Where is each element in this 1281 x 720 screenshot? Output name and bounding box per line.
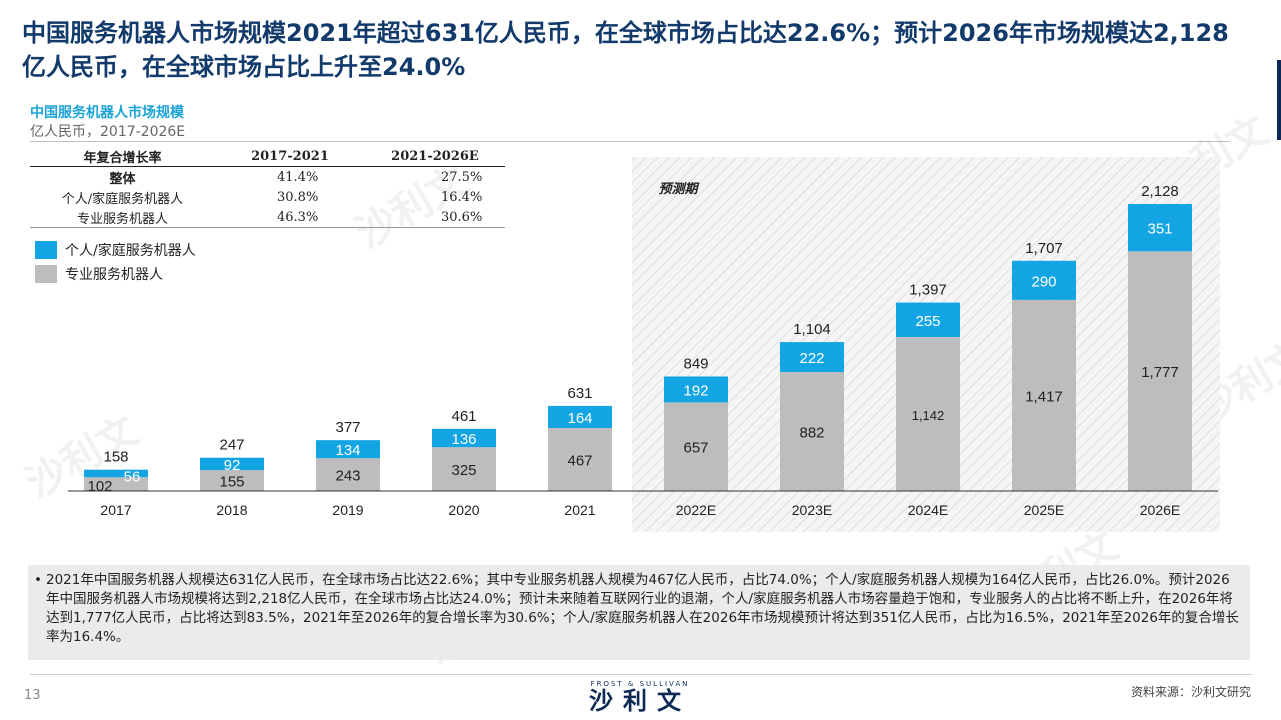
data-label-personal: 136 (451, 431, 476, 448)
data-label-total: 1,104 (793, 321, 831, 338)
data-label-total: 849 (683, 355, 708, 372)
data-label-total: 1,397 (909, 282, 947, 299)
data-label-personal: 255 (915, 313, 940, 330)
cagr-header-period2: 2021-2026E (365, 146, 505, 167)
data-label-professional: 467 (567, 453, 592, 470)
legend-swatch-personal (35, 241, 57, 259)
data-label-personal: 290 (1031, 273, 1056, 290)
cagr-value: 46.3% (215, 207, 365, 228)
bar-personal (548, 405, 612, 429)
bar-personal (896, 302, 960, 337)
notes-box: • 2021年中国服务机器人规模达631亿人民币，在全球市场占比达22.6%；其… (28, 565, 1250, 660)
bar-professional (432, 447, 496, 491)
data-label-personal: 56 (124, 469, 141, 486)
bar-personal (200, 457, 264, 471)
data-label-personal: 164 (567, 410, 592, 427)
data-label-personal: 192 (683, 382, 708, 399)
data-label-total: 461 (451, 408, 476, 425)
bar-personal (432, 428, 496, 448)
legend-item-personal: 个人/家庭服务机器人 (35, 240, 196, 260)
data-label-total: 631 (567, 385, 592, 402)
bar-professional (316, 458, 380, 491)
cagr-header-row: 年复合增长率 2017-2021 2021-2026E (30, 146, 505, 167)
x-tick-label: 2022E (676, 502, 716, 518)
bar-personal (1012, 260, 1076, 300)
data-label-professional: 1,142 (912, 408, 945, 423)
cagr-row-label: 个人/家庭服务机器人 (61, 191, 184, 207)
bar-professional (84, 477, 148, 491)
bar-professional (200, 470, 264, 491)
cagr-row-professional: 专业服务机器人 46.3% 30.6% (30, 207, 505, 228)
cagr-value: 27.5% (441, 169, 483, 185)
data-label-professional: 243 (335, 468, 360, 485)
x-tick-label: 2025E (1024, 502, 1064, 518)
cagr-value: 16.4% (441, 189, 483, 205)
cagr-row-personal: 个人/家庭服务机器人 30.8% 16.4% (30, 187, 505, 207)
legend-label-personal: 个人/家庭服务机器人 (65, 243, 196, 259)
data-label-total: 1,707 (1025, 240, 1063, 257)
data-label-professional: 155 (219, 474, 244, 491)
notes-text: 2021年中国服务机器人规模达631亿人民币，在全球市场占比达22.6%；其中专… (46, 572, 1239, 645)
data-label-professional: 102 (87, 478, 112, 495)
data-label-professional: 1,417 (1025, 388, 1063, 405)
data-label-personal: 92 (224, 457, 241, 474)
bar-professional (896, 336, 960, 491)
bar-professional (664, 402, 728, 491)
cagr-header-period1: 2017-2021 (215, 146, 365, 167)
legend-swatch-professional (35, 265, 57, 283)
data-label-total: 247 (219, 437, 244, 454)
x-tick-label: 2017 (100, 502, 131, 518)
x-tick-label: 2018 (216, 502, 247, 518)
page-title: 中国服务机器人市场规模2021年超过631亿人民币，在全球市场占比达22.6%；… (22, 19, 1229, 81)
cagr-value: 41.4% (277, 169, 319, 185)
bar-professional (780, 372, 844, 491)
cagr-row-overall: 整体 41.4% 27.5% (30, 167, 505, 188)
source-note: 资料来源：沙利文研究 (1130, 685, 1251, 699)
data-label-personal: 351 (1147, 221, 1172, 238)
x-tick-label: 2023E (792, 502, 832, 518)
data-label-total: 2,128 (1141, 183, 1179, 200)
data-label-professional: 325 (451, 462, 476, 479)
x-tick-label: 2021 (564, 502, 595, 518)
bullet-icon: • (34, 572, 42, 588)
data-label-professional: 882 (799, 425, 824, 442)
data-label-professional: 657 (683, 440, 708, 457)
chart-subtitle: 中国服务机器人市场规模 (30, 105, 184, 121)
bar-professional (1128, 251, 1192, 491)
data-label-professional: 1,777 (1141, 364, 1179, 381)
brand-en: FROST & SULLIVAN (590, 680, 690, 688)
data-label-personal: 222 (799, 350, 824, 367)
data-label-total: 158 (103, 449, 128, 466)
bar-professional (1012, 299, 1076, 491)
data-label-personal: 134 (335, 442, 360, 459)
x-tick-label: 2026E (1140, 502, 1180, 518)
legend-item-professional: 专业服务机器人 (35, 264, 163, 284)
brand-logo: FROST & SULLIVAN 沙利文 (560, 680, 720, 714)
data-label-total: 377 (335, 419, 360, 436)
bar-personal (780, 342, 844, 373)
cagr-value: 30.8% (277, 189, 319, 205)
subtitle-divider (30, 141, 1230, 142)
forecast-label: 预测期 (658, 181, 699, 196)
bar-personal (84, 469, 148, 478)
footer-divider (30, 674, 1252, 675)
bar-personal (1128, 204, 1192, 252)
cagr-row-label: 专业服务机器人 (30, 207, 215, 228)
x-tick-label: 2020 (448, 502, 479, 518)
cagr-table: 年复合增长率 2017-2021 2021-2026E 整体 41.4% 27.… (30, 146, 505, 228)
x-tick-label: 2024E (908, 502, 948, 518)
cagr-value: 30.6% (365, 207, 505, 228)
bar-professional (548, 428, 612, 491)
cagr-row-label: 整体 (109, 171, 136, 187)
cagr-header-label: 年复合增长率 (30, 146, 215, 167)
page-number: 13 (24, 688, 41, 703)
bar-personal (316, 440, 380, 459)
x-tick-label: 2019 (332, 502, 363, 518)
legend-label-professional: 专业服务机器人 (65, 267, 163, 283)
chart-unit: 亿人民币，2017-2026E (30, 124, 186, 140)
bar-personal (664, 376, 728, 403)
brand-cn: 沙利文 (589, 687, 691, 715)
accent-bar (1277, 60, 1281, 140)
